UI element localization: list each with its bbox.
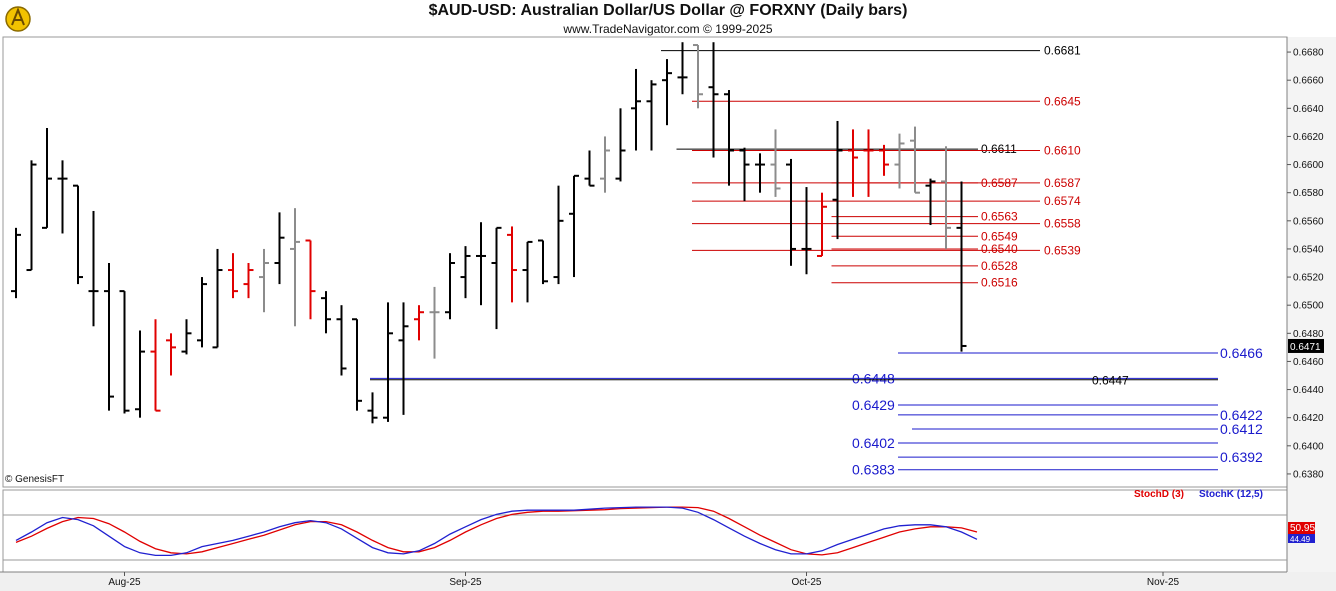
fib-label: 0.6563 bbox=[981, 210, 1018, 224]
stoch-k-value-box bbox=[1288, 534, 1315, 543]
fib-label: 0.6681 bbox=[1044, 44, 1081, 58]
y-axis-panel bbox=[1287, 37, 1336, 572]
x-tick-label: Nov-25 bbox=[1147, 577, 1180, 588]
fib-label: 0.6422 bbox=[1220, 407, 1263, 423]
fib-label: 0.6645 bbox=[1044, 94, 1081, 108]
y-tick-label: 0.6540 bbox=[1293, 244, 1324, 255]
y-tick-label: 0.6600 bbox=[1293, 160, 1324, 171]
y-tick-label: 0.6480 bbox=[1293, 329, 1324, 340]
y-tick-label: 0.6420 bbox=[1293, 413, 1324, 424]
fib-label: 0.6540 bbox=[981, 242, 1018, 256]
y-tick-label: 0.6560 bbox=[1293, 216, 1324, 227]
y-tick-label: 0.6500 bbox=[1293, 301, 1324, 312]
y-tick-label: 0.6680 bbox=[1293, 48, 1324, 59]
fib-label: 0.6516 bbox=[981, 276, 1018, 290]
last-price-label: 0.6471 bbox=[1290, 342, 1321, 353]
stoch-k-value: 44.49 bbox=[1290, 535, 1311, 544]
legend-stoch-k: StochK (12,5) bbox=[1199, 489, 1263, 500]
fib-label: 0.6447 bbox=[1092, 374, 1129, 388]
fib-label: 0.6383 bbox=[852, 462, 895, 478]
fib-label: 0.6549 bbox=[981, 229, 1018, 243]
fib-label: 0.6587 bbox=[1044, 176, 1081, 190]
chart-subtitle: www.TradeNavigator.com © 1999-2025 bbox=[563, 22, 773, 36]
x-axis-panel bbox=[0, 572, 1336, 591]
fib-label: 0.6611 bbox=[981, 142, 1017, 156]
copyright-label: © GenesisFT bbox=[5, 474, 65, 485]
y-tick-label: 0.6640 bbox=[1293, 104, 1324, 115]
price-panel bbox=[2, 36, 1288, 488]
fib-label: 0.6528 bbox=[981, 259, 1018, 273]
logo-icon bbox=[3, 3, 33, 33]
y-tick-label: 0.6460 bbox=[1293, 357, 1324, 368]
x-tick-label: Oct-25 bbox=[791, 577, 821, 588]
fib-label: 0.6412 bbox=[1220, 421, 1263, 437]
fib-label: 0.6392 bbox=[1220, 449, 1263, 465]
stoch-line-k bbox=[15, 506, 978, 557]
x-tick-label: Sep-25 bbox=[449, 577, 482, 588]
stoch-line-d bbox=[15, 506, 978, 556]
y-tick-label: 0.6660 bbox=[1293, 76, 1324, 87]
chart-title: $AUD-USD: Australian Dollar/US Dollar @ … bbox=[428, 2, 908, 19]
fib-label: 0.6402 bbox=[852, 435, 895, 451]
fib-label: 0.6610 bbox=[1044, 144, 1081, 158]
stoch-d-value-box bbox=[1288, 522, 1315, 534]
y-tick-label: 0.6520 bbox=[1293, 273, 1324, 284]
y-tick-label: 0.6580 bbox=[1293, 188, 1324, 199]
fib-label: 0.6587 bbox=[981, 176, 1018, 190]
stoch-panel bbox=[2, 489, 1288, 573]
y-tick-label: 0.6440 bbox=[1293, 385, 1324, 396]
x-tick-label: Aug-25 bbox=[108, 577, 141, 588]
fib-label: 0.6448 bbox=[852, 370, 895, 386]
y-tick-label: 0.6380 bbox=[1293, 469, 1324, 480]
legend-stoch-d: StochD (3) bbox=[1134, 489, 1184, 500]
fib-label: 0.6539 bbox=[1044, 243, 1081, 257]
last-price-box bbox=[1288, 338, 1324, 353]
y-tick-label: 0.6620 bbox=[1293, 132, 1324, 143]
stoch-d-value: 50.95 bbox=[1290, 523, 1315, 534]
fib-label: 0.6466 bbox=[1220, 345, 1263, 361]
fib-label: 0.6558 bbox=[1044, 217, 1081, 231]
fib-label: 0.6574 bbox=[1044, 194, 1081, 208]
y-tick-label: 0.6400 bbox=[1293, 441, 1324, 452]
fib-label: 0.6429 bbox=[852, 397, 895, 413]
